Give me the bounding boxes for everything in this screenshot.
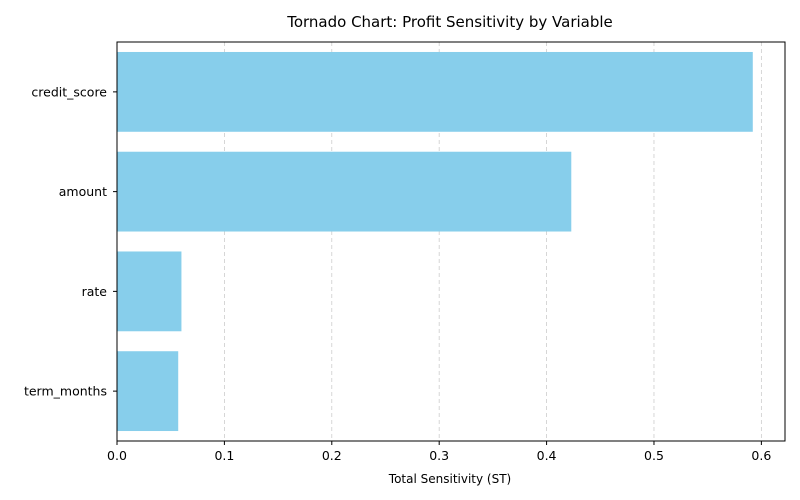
bar-layer <box>117 51 753 432</box>
y-tick-label: rate <box>82 284 108 299</box>
bar-credit-score <box>117 51 753 132</box>
y-tick-label: term_months <box>24 384 107 399</box>
y-tick-label: credit_score <box>31 84 107 99</box>
x-tick-label: 0.2 <box>322 448 342 463</box>
y-tick-label: amount <box>59 184 107 199</box>
bar-amount <box>117 151 572 232</box>
x-tick-label: 0.6 <box>751 448 771 463</box>
bar-rate <box>117 251 182 332</box>
x-tick-label: 0.5 <box>644 448 664 463</box>
plot-frame <box>116 41 786 442</box>
x-tick-label: 0.4 <box>537 448 557 463</box>
x-tick-label: 0.1 <box>214 448 234 463</box>
x-tick-label: 0.0 <box>107 448 127 463</box>
x-axis-label: Total Sensitivity (ST) <box>388 472 511 486</box>
bar-term-months <box>117 351 179 432</box>
x-tick-label: 0.3 <box>429 448 449 463</box>
chart-title: Tornado Chart: Profit Sensitivity by Var… <box>286 13 613 31</box>
